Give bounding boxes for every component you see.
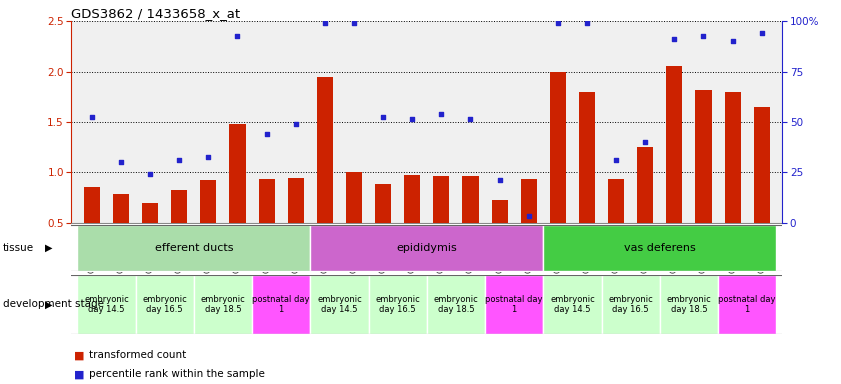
Bar — [288, 179, 304, 223]
Text: embryonic
day 16.5: embryonic day 16.5 — [142, 295, 187, 314]
Bar — [485, 275, 543, 334]
Bar — [193, 275, 252, 334]
Point — [493, 177, 506, 184]
Point — [289, 121, 303, 127]
Bar — [433, 176, 449, 223]
Bar — [543, 275, 601, 334]
Bar — [543, 225, 776, 271]
Bar — [521, 179, 537, 223]
Point — [522, 213, 536, 219]
Bar — [426, 275, 485, 334]
Bar — [608, 179, 624, 223]
Bar — [77, 275, 135, 334]
Bar — [310, 225, 543, 271]
Bar — [696, 90, 711, 223]
Bar — [200, 180, 216, 223]
Text: GDS3862 / 1433658_x_at: GDS3862 / 1433658_x_at — [71, 7, 241, 20]
Text: embryonic
day 16.5: embryonic day 16.5 — [375, 295, 420, 314]
Bar — [230, 124, 246, 223]
Point — [463, 116, 477, 122]
Text: embryonic
day 14.5: embryonic day 14.5 — [84, 295, 129, 314]
Point — [172, 157, 186, 163]
Point — [668, 36, 681, 42]
Point — [377, 114, 390, 120]
Bar — [142, 203, 158, 223]
Bar — [725, 92, 741, 223]
Text: ■: ■ — [74, 369, 84, 379]
Text: postnatal day
1: postnatal day 1 — [485, 295, 543, 314]
Text: efferent ducts: efferent ducts — [155, 243, 233, 253]
Bar — [754, 107, 770, 223]
Bar — [259, 179, 275, 223]
Bar — [84, 187, 100, 223]
Text: tissue: tissue — [3, 243, 34, 253]
Text: epididymis: epididymis — [396, 243, 458, 253]
Point — [726, 38, 739, 45]
Bar — [77, 225, 310, 271]
Point — [610, 157, 623, 163]
Point — [144, 171, 157, 177]
Text: development stage: development stage — [3, 299, 103, 310]
Bar — [579, 92, 595, 223]
Text: postnatal day
1: postnatal day 1 — [718, 295, 776, 314]
Point — [638, 139, 652, 145]
Text: embryonic
day 18.5: embryonic day 18.5 — [200, 295, 246, 314]
Point — [435, 111, 448, 117]
Bar — [550, 71, 566, 223]
Point — [405, 116, 419, 122]
Bar — [310, 275, 368, 334]
Bar — [252, 275, 310, 334]
Point — [347, 20, 361, 26]
Bar — [368, 275, 426, 334]
Point — [318, 20, 331, 26]
Text: postnatal day
1: postnatal day 1 — [252, 295, 310, 314]
Point — [696, 33, 710, 39]
Bar — [172, 190, 188, 223]
Point — [551, 20, 564, 26]
Bar — [492, 200, 508, 223]
Point — [580, 20, 594, 26]
Text: ■: ■ — [74, 350, 84, 360]
Text: ▶: ▶ — [45, 243, 52, 253]
Bar — [346, 172, 362, 223]
Bar — [666, 66, 682, 223]
Bar — [135, 275, 193, 334]
Bar — [405, 175, 420, 223]
Text: transformed count: transformed count — [89, 350, 187, 360]
Bar — [637, 147, 653, 223]
Point — [755, 30, 769, 36]
Point — [85, 114, 98, 120]
Point — [114, 159, 128, 166]
Text: embryonic
day 16.5: embryonic day 16.5 — [608, 295, 653, 314]
Point — [260, 131, 273, 137]
Point — [202, 154, 215, 160]
Text: ▶: ▶ — [45, 299, 52, 310]
Bar — [601, 275, 660, 334]
Bar — [463, 176, 479, 223]
Bar — [317, 76, 333, 223]
Point — [230, 33, 244, 39]
Text: embryonic
day 18.5: embryonic day 18.5 — [667, 295, 711, 314]
Bar — [113, 195, 129, 223]
Bar — [375, 184, 391, 223]
Bar — [660, 275, 718, 334]
Bar — [718, 275, 776, 334]
Text: percentile rank within the sample: percentile rank within the sample — [89, 369, 265, 379]
Text: vas deferens: vas deferens — [624, 243, 696, 253]
Text: embryonic
day 14.5: embryonic day 14.5 — [317, 295, 362, 314]
Text: embryonic
day 14.5: embryonic day 14.5 — [550, 295, 595, 314]
Text: embryonic
day 18.5: embryonic day 18.5 — [434, 295, 479, 314]
